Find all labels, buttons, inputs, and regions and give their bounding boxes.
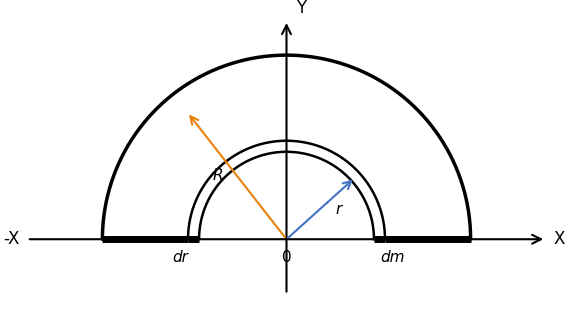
Text: X: X	[554, 230, 565, 248]
Text: dm: dm	[380, 250, 405, 265]
Text: R: R	[213, 168, 223, 183]
Text: 0: 0	[282, 250, 291, 265]
Text: -X: -X	[3, 230, 19, 248]
Text: r: r	[336, 202, 342, 216]
Text: Y: Y	[296, 0, 306, 17]
Text: dr: dr	[172, 250, 189, 265]
